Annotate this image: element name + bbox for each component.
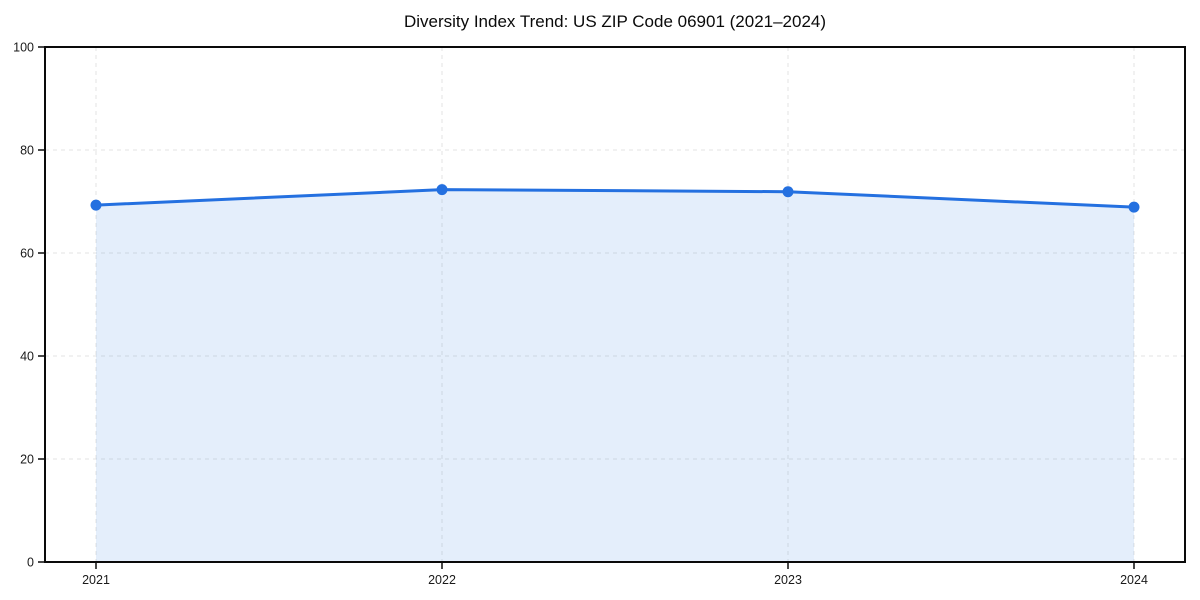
x-tick-label: 2023 [774, 573, 802, 587]
x-tick-label: 2024 [1120, 573, 1148, 587]
x-tick-label: 2022 [428, 573, 456, 587]
y-tick-label: 80 [20, 143, 34, 157]
data-point-marker [90, 199, 102, 211]
chart-title: Diversity Index Trend: US ZIP Code 06901… [403, 12, 827, 31]
y-tick-label: 0 [27, 555, 34, 569]
y-tick-label: 20 [20, 452, 34, 466]
plot-border [44, 46, 1186, 563]
area-fill [96, 189, 1134, 562]
data-point-marker [782, 186, 794, 198]
y-tick-label: 100 [13, 40, 34, 54]
y-tick-label: 40 [20, 349, 34, 363]
trend-line [94, 188, 1136, 209]
x-tick-label: 2021 [82, 573, 110, 587]
data-point-marker [436, 184, 448, 196]
data-point-marker [1128, 201, 1140, 213]
y-tick-label: 60 [20, 246, 34, 260]
